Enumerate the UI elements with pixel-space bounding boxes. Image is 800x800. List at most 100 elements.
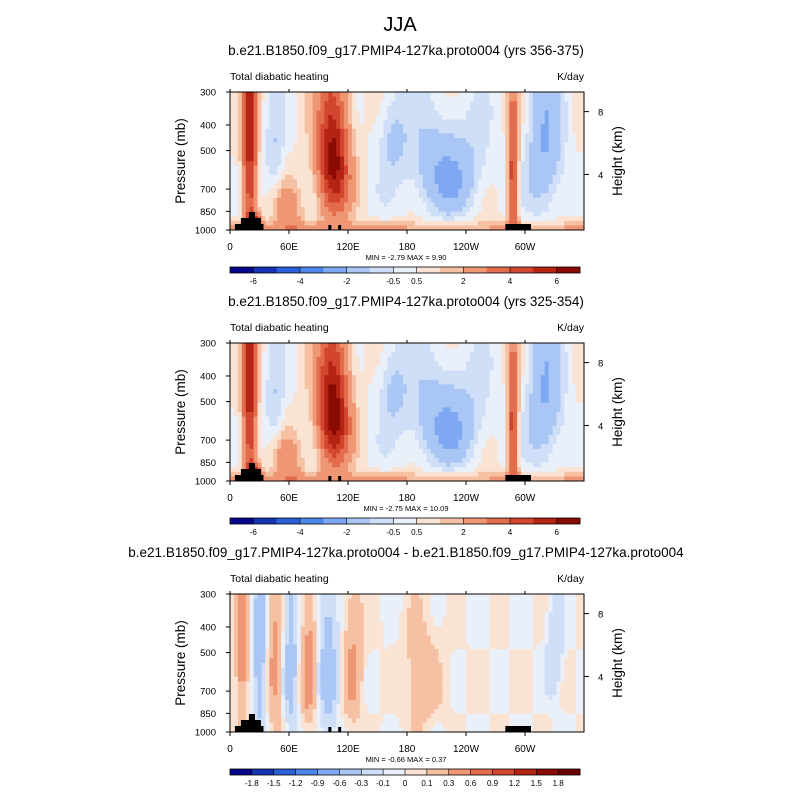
heatmap-cell [513, 142, 518, 148]
heatmap-cell [249, 101, 254, 107]
heatmap-cell [257, 110, 262, 116]
heatmap-cell [245, 370, 251, 376]
heatmap-cell [383, 453, 388, 459]
heatmap-cell [414, 425, 420, 431]
heatmap-cell [430, 179, 435, 185]
heatmap-cell [568, 389, 573, 394]
heatmap-cell [536, 352, 542, 358]
heatmap-cell [261, 101, 266, 107]
heatmap-cell [237, 138, 243, 143]
heatmap-cell [348, 421, 353, 427]
heatmap-cell [249, 119, 254, 125]
heatmap-cell [359, 393, 365, 399]
heatmap-cell [245, 165, 251, 171]
heatmap-cell [450, 343, 455, 348]
heatmap-cell [324, 188, 329, 194]
heatmap-cell [501, 421, 506, 427]
heatmap-cell [489, 412, 494, 417]
heatmap-cell [430, 147, 435, 153]
heatmap-cell [351, 356, 357, 362]
heatmap-cell [525, 156, 530, 162]
heatmap-cell [249, 347, 254, 353]
heatmap-cell [269, 412, 274, 417]
heatmap-cell [580, 119, 585, 125]
heatmap-cell [332, 115, 337, 120]
heatmap-cell [580, 184, 585, 189]
heatmap-cell [548, 343, 553, 348]
heatmap-cell [422, 92, 428, 97]
heatmap-cell [245, 161, 251, 166]
heatmap-cell [442, 188, 447, 194]
heatmap-cell [525, 343, 530, 348]
heatmap-cell [568, 402, 573, 408]
heatmap-cell [560, 407, 565, 413]
heatmap-cell [469, 435, 475, 440]
heatmap-cell [304, 188, 310, 194]
heatmap-cell [395, 161, 400, 166]
heatmap-cell [525, 101, 530, 107]
heatmap-cell [568, 435, 573, 440]
heatmap-cell [336, 197, 341, 203]
heatmap-cell [363, 448, 369, 454]
heatmap-cell [466, 347, 471, 353]
heatmap-cell [450, 115, 455, 120]
heatmap-cell [375, 216, 380, 222]
heatmap-cell [245, 407, 251, 413]
heatmap-cell [316, 356, 321, 362]
heatmap-cell [292, 211, 298, 217]
heatmap-cell [379, 174, 384, 180]
heatmap-cell [450, 165, 455, 171]
heatmap-cell [395, 105, 400, 111]
heatmap-cell [466, 211, 471, 217]
heatmap-cell [403, 188, 408, 194]
heatmap-cell [580, 444, 585, 450]
heatmap-cell [351, 101, 357, 107]
heatmap-cell [489, 142, 494, 148]
heatmap-cell [414, 384, 420, 390]
heatmap-cell [481, 119, 487, 125]
heatmap-cell [289, 170, 294, 176]
heatmap-cell [489, 356, 494, 362]
heatmap-cell [481, 188, 487, 194]
heatmap-cell [418, 151, 424, 157]
heatmap-cell [304, 225, 310, 231]
heatmap-cell [328, 165, 333, 171]
heatmap-cell [564, 170, 569, 176]
heatmap-cell [363, 151, 369, 157]
colorbar-label: -0.5 [386, 277, 400, 286]
heatmap-cell [572, 188, 577, 194]
heatmap-cell [355, 184, 361, 189]
heatmap-cell [481, 138, 487, 143]
heatmap-cell [513, 407, 518, 413]
heatmap-cell [493, 133, 498, 139]
heatmap-cell [308, 370, 313, 376]
heatmap-cell [536, 138, 542, 143]
heatmap-cell [564, 128, 569, 134]
heatmap-cell [359, 202, 365, 208]
heatmap-cell [564, 402, 569, 408]
heatmap-cell [403, 119, 408, 125]
heatmap-cell [580, 430, 585, 436]
heatmap-cell [580, 202, 585, 208]
heatmap-cell [285, 96, 290, 102]
heatmap-cell [324, 193, 329, 199]
heatmap-cell [253, 138, 258, 143]
heatmap-cell [560, 184, 565, 189]
heatmap-cell [458, 425, 463, 431]
heatmap-cell [351, 389, 357, 394]
heatmap-cell [477, 96, 483, 102]
heatmap-cell [332, 356, 337, 362]
heatmap-cell [525, 138, 530, 143]
heatmap-cell [525, 384, 530, 390]
heatmap-cell [312, 193, 317, 199]
heatmap-cell [230, 412, 235, 417]
heatmap-cell [328, 220, 333, 226]
heatmap-cell [300, 439, 306, 445]
heatmap-cell [253, 184, 258, 189]
heatmap-cell [576, 352, 581, 358]
heatmap-cell [328, 207, 333, 212]
heatmap-cell [422, 356, 428, 362]
heatmap-cell [340, 128, 345, 134]
heatmap-cell [552, 361, 557, 367]
heatmap-cell [568, 407, 573, 413]
